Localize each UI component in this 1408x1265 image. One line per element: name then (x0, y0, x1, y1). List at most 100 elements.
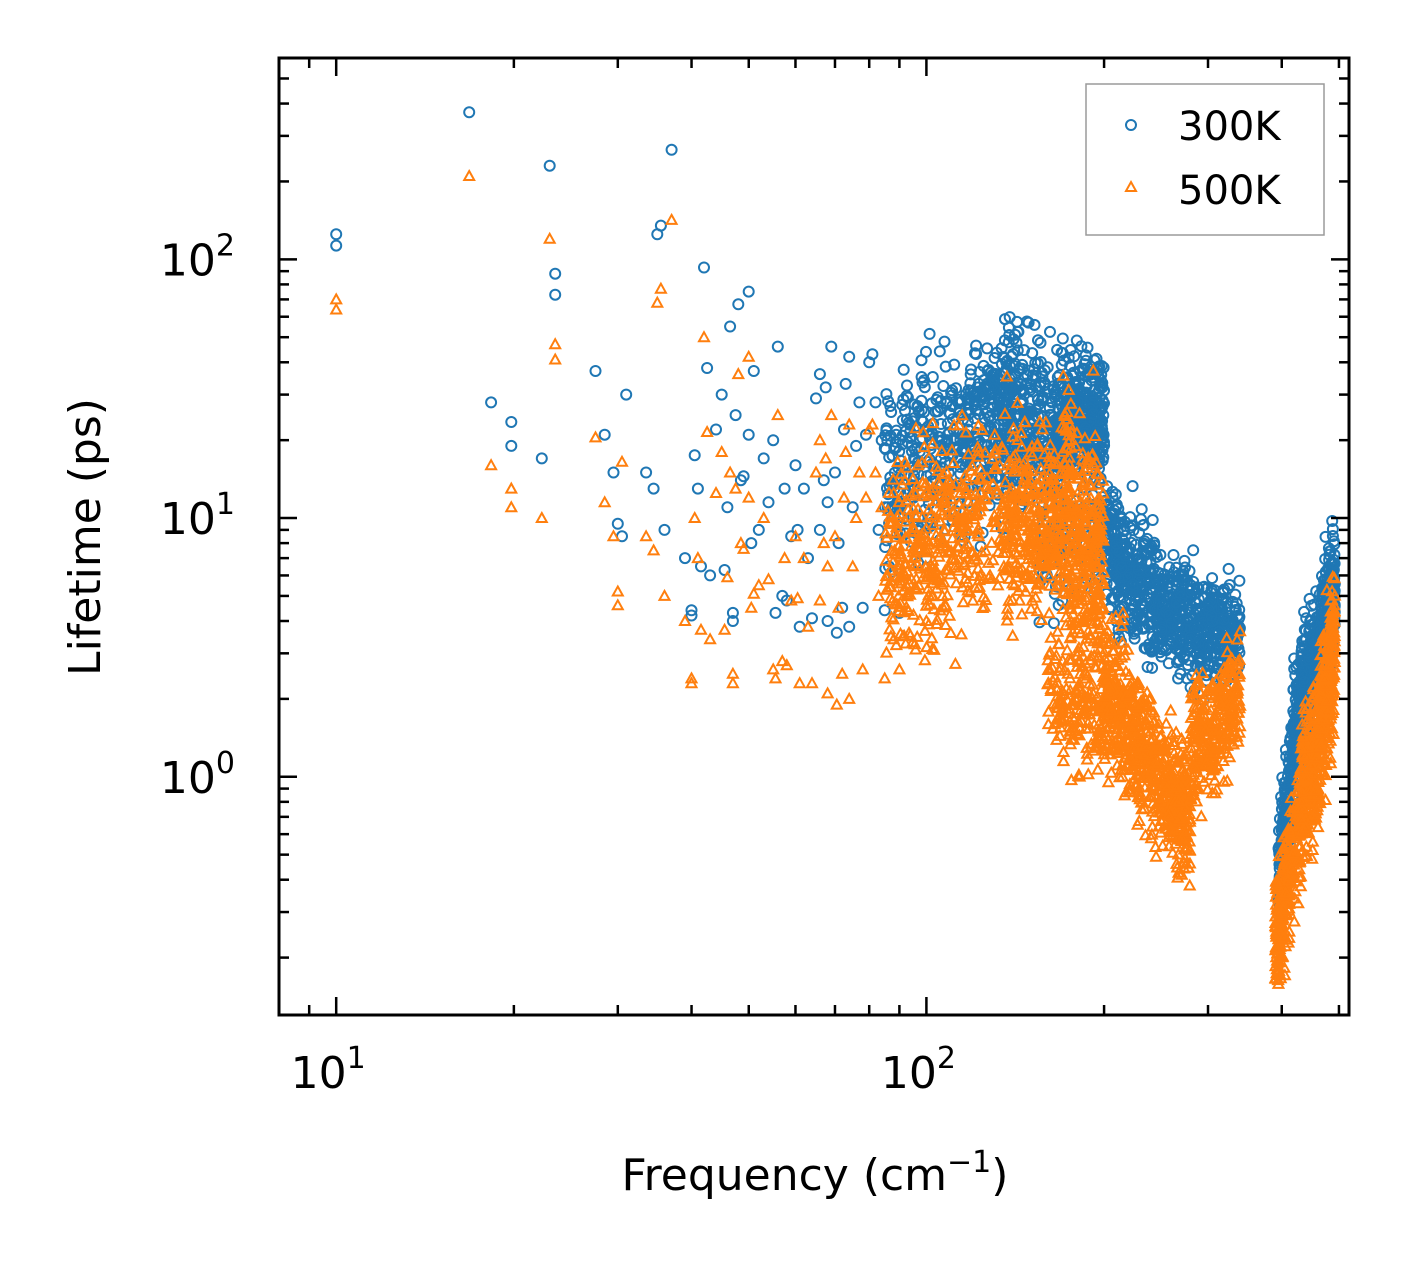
data-point (329, 302, 343, 315)
data-point (330, 239, 343, 252)
data-point (1144, 831, 1158, 844)
data-point (1229, 588, 1242, 601)
data-point (723, 465, 737, 478)
data-point (701, 362, 714, 374)
data-point (1038, 376, 1051, 389)
data-point (1017, 415, 1032, 428)
data-point (1161, 603, 1174, 616)
data-point (611, 598, 625, 611)
data-point (831, 600, 846, 613)
data-point (1034, 515, 1048, 528)
data-point (1162, 657, 1175, 670)
data-point (997, 395, 1010, 408)
data-point (717, 622, 732, 635)
data-point (1043, 453, 1057, 466)
data-point (1172, 794, 1186, 807)
data-point (728, 481, 743, 494)
data-point (1161, 808, 1176, 821)
data-point (1000, 613, 1014, 626)
data-point (1090, 740, 1104, 753)
data-point (1127, 740, 1142, 753)
data-point (1119, 688, 1134, 701)
data-point (918, 479, 932, 492)
data-point (657, 588, 672, 601)
data-point (1104, 512, 1117, 525)
data-point (938, 617, 953, 630)
data-point (911, 458, 925, 471)
data-point (548, 337, 562, 350)
data-point (1125, 713, 1140, 726)
data-point (813, 433, 827, 446)
data-point (956, 595, 970, 608)
data-point (1019, 493, 1034, 506)
data-point (1094, 493, 1108, 506)
data-point (1109, 488, 1122, 501)
data-point (1048, 651, 1062, 664)
data-point (1158, 821, 1173, 834)
data-point (694, 622, 708, 635)
data-point (1173, 586, 1186, 599)
data-point (726, 606, 739, 619)
data-point (1100, 738, 1114, 751)
data-point (1233, 603, 1246, 616)
data-point (1183, 878, 1197, 891)
data-point (330, 228, 343, 241)
data-point (1181, 840, 1195, 853)
data-point (899, 493, 914, 506)
data-point (979, 492, 993, 505)
data-point (1086, 510, 1100, 523)
data-point (775, 654, 789, 667)
data-point (1008, 448, 1022, 461)
data-point (709, 485, 723, 498)
data-point (916, 376, 929, 389)
data-point (1144, 703, 1158, 716)
data-point (880, 388, 893, 401)
data-point (971, 381, 984, 394)
data-point (658, 523, 671, 536)
data-point (900, 531, 914, 544)
data-point (1057, 455, 1071, 468)
data-point (1044, 325, 1056, 338)
data-point (1217, 613, 1230, 626)
data-point (1031, 393, 1044, 406)
data-point (1106, 644, 1120, 657)
data-point (926, 576, 940, 589)
data-point (951, 396, 964, 409)
data-point (1076, 649, 1090, 662)
data-point (1041, 662, 1055, 675)
data-point (955, 477, 969, 490)
data-point (965, 458, 979, 471)
data-point (1326, 530, 1339, 542)
data-point (971, 418, 985, 431)
data-point (916, 489, 931, 502)
data-point (922, 450, 936, 463)
data-point (911, 400, 924, 412)
data-point (886, 612, 900, 625)
data-point (1115, 561, 1128, 574)
data-point (1072, 406, 1087, 419)
data-point (606, 529, 621, 542)
data-point (969, 486, 983, 499)
data-point (710, 423, 722, 436)
data-point (1030, 556, 1044, 569)
data-point (1206, 572, 1219, 585)
data-point (1161, 581, 1174, 594)
data-point (929, 528, 943, 541)
data-point (588, 430, 603, 443)
data-point (752, 523, 765, 536)
data-point (747, 365, 760, 377)
data-point (1096, 427, 1109, 440)
data-point (1124, 685, 1139, 698)
data-point (1141, 661, 1154, 673)
data-point (1043, 578, 1057, 591)
data-point (698, 261, 710, 274)
data-point (1000, 369, 1014, 382)
data-point (1115, 601, 1128, 614)
data-point (998, 406, 1012, 419)
data-point (1056, 485, 1070, 498)
data-point (1015, 607, 1029, 620)
data-point (891, 454, 905, 467)
data-point (1056, 653, 1070, 666)
data-point (1275, 803, 1288, 816)
data-point (901, 379, 913, 392)
